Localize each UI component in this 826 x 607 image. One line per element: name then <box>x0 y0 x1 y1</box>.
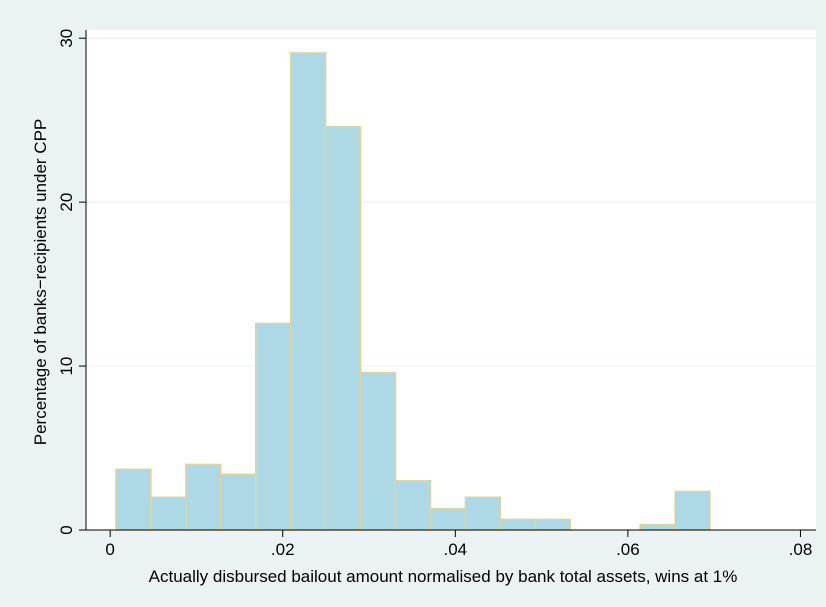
y-tick-label: 10 <box>57 357 76 376</box>
histogram-bar <box>220 473 257 531</box>
histogram-bar <box>115 468 152 531</box>
x-tick-label: .04 <box>443 540 467 559</box>
x-axis-title: Actually disbursed bailout amount normal… <box>149 567 738 586</box>
y-tick-label: 0 <box>57 525 76 534</box>
y-tick-label: 30 <box>57 29 76 48</box>
y-axis-title: Percentage of banks−recipients under CPP <box>31 119 50 446</box>
histogram-bar <box>639 523 676 531</box>
plot-area <box>86 30 816 530</box>
histogram-bar <box>289 52 327 531</box>
x-tick-label: .08 <box>789 540 813 559</box>
histogram-bar <box>254 322 292 531</box>
grid-lines <box>86 37 816 367</box>
histogram-bar <box>359 371 397 531</box>
y-tick-label: 20 <box>57 193 76 212</box>
x-tick-label: .02 <box>271 540 295 559</box>
x-tick-label: 0 <box>105 540 114 559</box>
x-tick-label: .06 <box>616 540 640 559</box>
histogram-bars <box>115 52 711 531</box>
axes: 0 .02 .04 .06 .08 0 10 20 30 <box>57 29 816 559</box>
histogram-bar <box>429 507 467 531</box>
histogram-bar <box>499 518 537 531</box>
histogram-bar <box>464 496 502 531</box>
histogram-bar <box>674 490 711 531</box>
histogram-bar <box>150 496 187 531</box>
histogram-bar <box>185 463 222 531</box>
histogram-bar <box>394 480 432 531</box>
histogram-bar <box>534 518 572 531</box>
histogram-bar <box>324 125 362 531</box>
